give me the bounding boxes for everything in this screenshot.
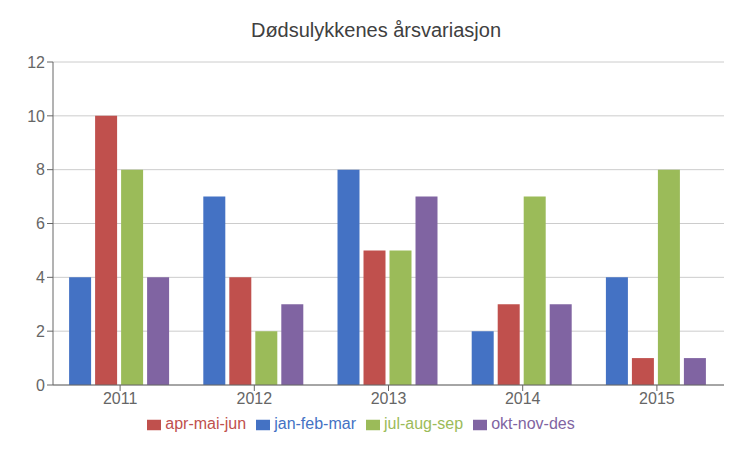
svg-text:6: 6 (36, 215, 45, 232)
svg-text:10: 10 (27, 108, 45, 125)
svg-text:2011: 2011 (103, 390, 138, 407)
html-text:okt-nov-des: okt-nov-des (491, 415, 575, 432)
svg-text:0: 0 (36, 377, 45, 394)
svg-text:2014: 2014 (505, 390, 541, 407)
html-text:jan-feb-mar: jan-feb-mar (274, 415, 356, 432)
svg-text:2015: 2015 (639, 390, 675, 407)
svg-text:4: 4 (36, 269, 45, 286)
html-text:Dødsulykkenes årsvariasjon: Dødsulykkenes årsvariasjon (250, 19, 501, 41)
svg-text:12: 12 (27, 54, 45, 71)
html-text:jul-aug-sep: jul-aug-sep (384, 415, 464, 432)
svg-text:2012: 2012 (237, 390, 273, 407)
svg-text:2013: 2013 (371, 390, 407, 407)
html-text:apr-mai-jun: apr-mai-jun (165, 415, 247, 432)
svg-text:2: 2 (36, 323, 45, 340)
svg-text:8: 8 (36, 161, 45, 178)
